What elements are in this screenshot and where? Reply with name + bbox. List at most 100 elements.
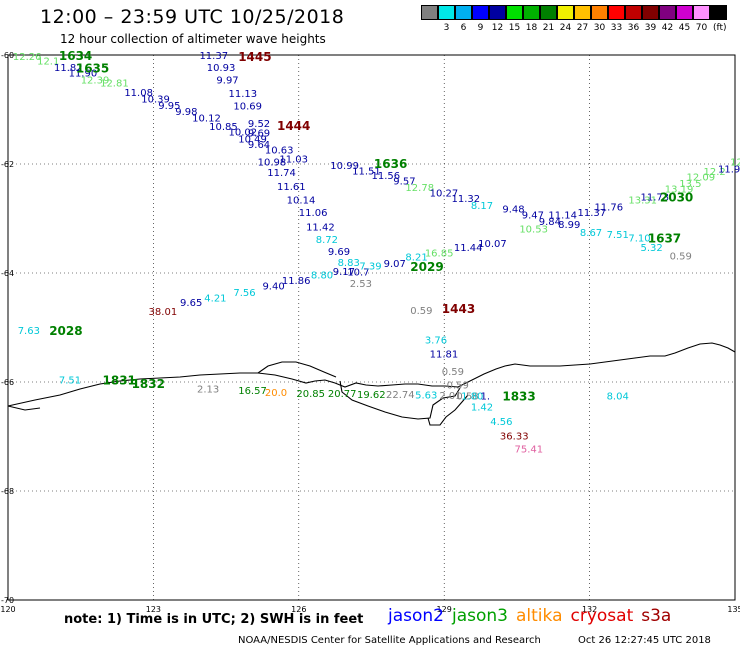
wave-height-value: 9.95	[158, 101, 180, 112]
wave-height-value: 16.85	[425, 248, 454, 259]
latitude-tick-label: -68	[1, 487, 14, 496]
wave-height-value: 10.12	[192, 114, 221, 125]
legend-swatch	[676, 5, 693, 20]
satellite-key-altika: altika	[516, 606, 563, 626]
wave-height-value: 2.13	[197, 385, 219, 396]
wave-height-value: 10.99	[330, 161, 359, 172]
wave-height-value: 12.2	[703, 167, 725, 178]
wave-height-value: 11.51	[352, 167, 381, 178]
pass-time-label: 2029	[410, 260, 443, 274]
wave-height-value: 4.21	[204, 294, 226, 305]
legend-swatch	[608, 5, 625, 20]
satellite-key-cryosat: cryosat	[570, 606, 634, 626]
wave-height-value: 11.90	[69, 68, 98, 79]
wave-height-value: 11.03	[279, 155, 308, 166]
wave-height-value: 8.21	[405, 253, 427, 264]
generated-timestamp: Oct 26 12:27:45 UTC 2018	[578, 635, 711, 646]
coastline-path	[427, 394, 469, 426]
longitude-tick-label: 123	[146, 605, 161, 614]
wave-height-value: 9.65	[180, 298, 202, 309]
legend-tick-label: 70	[695, 23, 708, 33]
wave-height-value: 11.42	[306, 223, 335, 234]
wave-height-value: 1.	[481, 392, 491, 403]
legend-unit: (ft)	[713, 23, 727, 33]
wave-height-value: 1.80	[461, 392, 483, 403]
wave-height-value: 11.44	[454, 243, 483, 254]
wave-height-value: 10.98	[258, 157, 287, 168]
wave-height-value: 12.26	[13, 52, 42, 63]
wave-height-value: 8.80	[311, 271, 333, 282]
wave-height-value: 8.83	[338, 258, 360, 269]
legend-swatch	[659, 5, 676, 20]
wave-height-value: 22.74	[386, 390, 415, 401]
pass-time-label: 1637	[648, 232, 681, 246]
legend-swatch	[489, 5, 506, 20]
footnote: note: 1) Time is in UTC; 2) SWH is in fe…	[64, 612, 364, 627]
wave-height-value: 0.59	[410, 306, 432, 317]
wave-height-value: 11.37	[577, 208, 606, 219]
latitude-tick-label: -70	[1, 596, 14, 605]
legend-tick-label: 9	[477, 23, 484, 33]
legend-swatch	[710, 5, 727, 20]
wave-height-value: 12.81	[100, 78, 129, 89]
wave-height-value: 0.58	[456, 392, 478, 403]
wave-height-value: 10.85	[209, 122, 238, 133]
wave-height-value: 10.39	[141, 95, 170, 106]
satellite-key-jason2: jason2	[388, 606, 444, 626]
wave-height-value: 12.09	[687, 173, 716, 184]
map-border	[7, 54, 736, 601]
longitude-tick-label: 129	[437, 605, 452, 614]
wave-height-value: 10.07	[478, 239, 507, 250]
wave-height-value: 12.78	[405, 183, 434, 194]
wave-height-value: 9.69	[248, 128, 270, 139]
credit-line: NOAA/NESDIS Center for Satellite Applica…	[238, 635, 541, 646]
wave-height-value: 11.82	[54, 63, 83, 74]
legend-tick-label: 12	[491, 23, 504, 33]
legend-tick-label: 18	[525, 23, 538, 33]
pass-time-label: 1832	[132, 377, 165, 391]
wave-height-value: 9.48	[502, 205, 524, 216]
wave-height-value: 8.72	[316, 235, 338, 246]
pass-time-label: 1636	[374, 157, 407, 171]
wave-height-value: 2.53	[350, 279, 372, 290]
pass-time-label: 2028	[49, 324, 82, 338]
latitude-tick-label: -66	[1, 378, 14, 387]
latitude-tick-label: -60	[1, 51, 14, 60]
longitude-tick-label: 135	[727, 605, 740, 614]
wave-height-value: 11.37	[199, 51, 228, 62]
wave-height-value: 9.98	[175, 107, 197, 118]
wave-height-value: 1.42	[471, 403, 493, 414]
wave-height-value: 10.53	[519, 224, 548, 235]
wave-height-value: 11.74	[267, 168, 296, 179]
wave-height-value: 11.81	[430, 350, 459, 361]
wave-height-value: 19.62	[357, 390, 386, 401]
latitude-tick-label: -62	[1, 160, 14, 169]
pass-time-label: 1635	[76, 62, 109, 76]
wave-height-value: 20.0	[265, 388, 287, 399]
legend-tick-label: 27	[576, 23, 589, 33]
wave-height-value: 9.52	[248, 119, 270, 130]
wave-height-value: 9.07	[384, 259, 406, 270]
wave-height-value: 12.	[730, 157, 740, 168]
pass-time-label: 1831	[103, 373, 136, 387]
map-gridlines	[8, 55, 735, 600]
wave-height-value: 36.33	[500, 431, 529, 442]
wave-height-value: 9.84	[539, 217, 561, 228]
wave-height-value: 9.47	[522, 211, 544, 222]
wave-height-value: 11.13	[229, 89, 258, 100]
wave-height-value: 5.63	[415, 391, 437, 402]
wave-height-value: 13.5	[679, 179, 701, 190]
wave-height-value: 0.59	[447, 381, 469, 392]
wave-height-value: 3.76	[425, 335, 447, 346]
legend-swatch	[574, 5, 591, 20]
wave-height-value: 10.27	[430, 188, 459, 199]
legend-tick-label: 36	[627, 23, 640, 33]
wave-height-value: 8.99	[558, 220, 580, 231]
wave-height-value: 0.59	[442, 367, 464, 378]
satellite-key-jason3: jason3	[452, 606, 508, 626]
legend-swatch	[591, 5, 608, 20]
legend-tick-label: 45	[678, 23, 691, 33]
antarctic-coastline	[7, 342, 736, 426]
